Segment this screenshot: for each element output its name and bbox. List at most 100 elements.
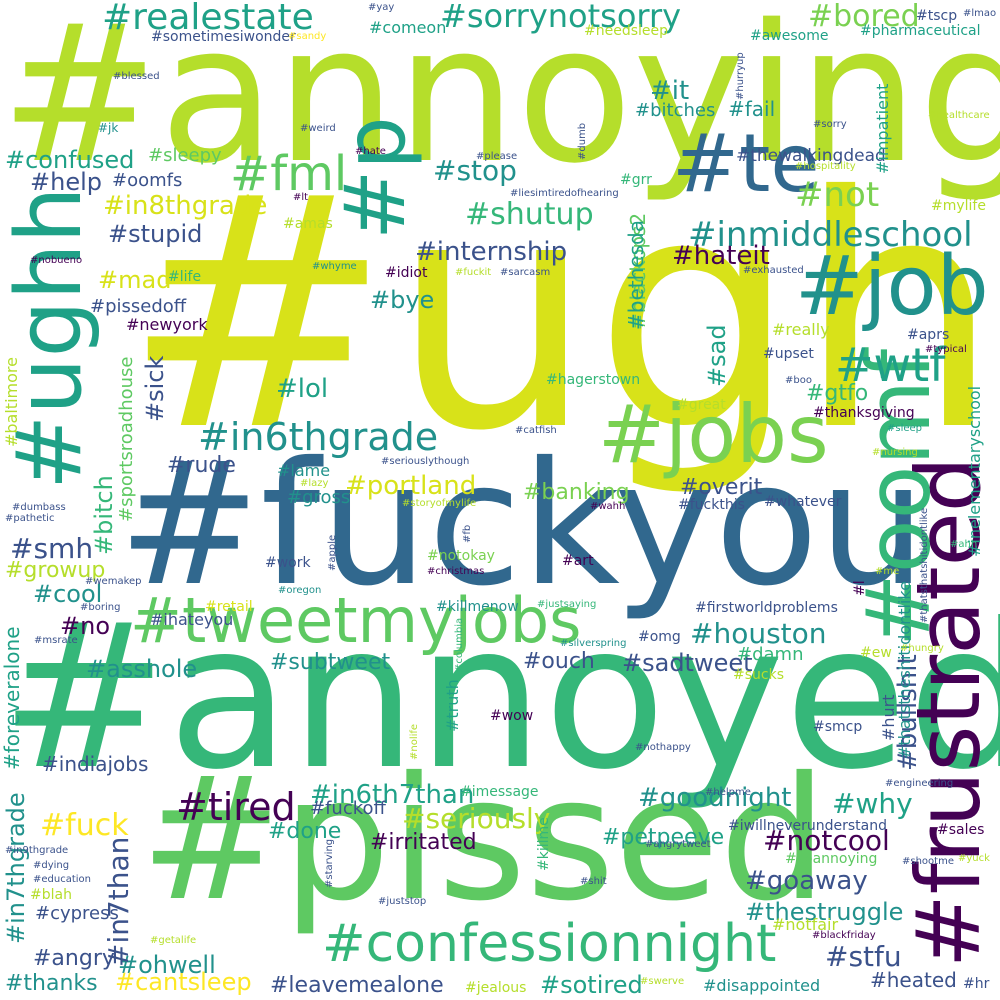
hashtag-petpeeve: #petpeeve <box>602 825 725 850</box>
hashtag-help: #help <box>30 168 102 196</box>
hashtag-jk: #jk <box>98 121 119 135</box>
hashtag-goodnight: #goodnight <box>638 783 792 813</box>
hashtag-internship: #internship <box>415 237 568 267</box>
hashtag-fuckoff: #fuckoff <box>310 798 386 819</box>
hashtag-thatsthatshitidontlike: #thatsthatshitidontlike <box>919 507 930 623</box>
hashtag-hr: #hr <box>963 976 990 992</box>
hashtag-imessage: #imessage <box>460 784 539 800</box>
hashtag-shutup: #shutup <box>465 197 594 232</box>
hashtag-notcool: #notcool <box>763 824 890 857</box>
hashtag-confessionnight: #confessionnight <box>322 914 777 974</box>
hashtag-pharmaceutical: #pharmaceutical <box>860 23 981 39</box>
hashtag-no: #no <box>60 612 111 640</box>
hashtag-smh: #smh <box>10 532 94 565</box>
hashtag-blackfriday: #blackfriday <box>812 930 876 941</box>
hashtag-subtweet: #subtweet <box>270 650 391 675</box>
hashtag-fuckit: #fuckit <box>455 267 492 278</box>
hashtag-engineering: #engineering <box>885 778 954 789</box>
hashtag-sad: #sad <box>703 324 731 387</box>
hashtag-mylife: #mylife <box>931 198 986 214</box>
hashtag-thatstheshitidontlike: #thatstheshitidontlike <box>895 581 914 759</box>
hashtag-sorry: #sorry <box>813 119 847 130</box>
hashtag-tweetmyjobs: #tweetmyjobs <box>130 584 582 657</box>
hashtag-nolife: #nolife <box>409 723 420 760</box>
hashtag-nothappy: #nothappy <box>635 742 691 753</box>
hashtag-cantsleep: #cantsleep <box>115 968 252 996</box>
hashtag-annoyed: #annoyed <box>0 581 1000 814</box>
hashtag-please: #please <box>476 151 518 162</box>
hashtag-thanksgiving: #thanksgiving <box>813 405 915 421</box>
hashtag-sarcasm: #sarcasm <box>500 267 551 278</box>
hashtag-hate: #hate <box>355 146 386 157</box>
hashtag-stupid: #stupid <box>108 220 203 248</box>
hashtag-bored: #bored <box>808 0 920 34</box>
hashtag-realestate: #realestate <box>102 0 314 38</box>
hashtag-yay: #yay <box>368 2 395 13</box>
hashtag-in6th7than: #in6th7than <box>310 780 475 810</box>
hashtag-sick: #sick <box>141 355 169 422</box>
hashtag-msrate: #msrate <box>34 635 78 646</box>
hashtag-ihateyou: #ihateyou <box>150 610 234 629</box>
hashtag-grr: #grr <box>620 172 652 188</box>
hashtag-jobs: #jobs <box>598 388 829 481</box>
hashtag-dying: #dying <box>33 860 70 871</box>
hashtag-ew: #ew <box>860 645 892 661</box>
hashtag-apple: #apple <box>327 534 338 571</box>
hashtag-lol: #lol <box>276 374 329 404</box>
hashtag-dumbass: #dumbass <box>12 502 66 513</box>
hashtag-smcp: #smcp <box>813 719 863 735</box>
hashtag-juststop: #juststop <box>378 896 427 907</box>
hashtag-bye: #bye <box>370 286 435 314</box>
hashtag-thanks: #thanks <box>5 971 98 996</box>
hashtag-work: #work <box>265 555 311 571</box>
hashtag-oomfs: #oomfs <box>112 170 183 191</box>
hashtag-mad: #mad <box>98 266 172 294</box>
hashtag-sportsroadhouse: #sportsroadhouse <box>116 356 137 523</box>
hashtag-comeon: #comeon <box>369 18 447 37</box>
hashtag-thewalkingdead: #thewalkingdead <box>736 146 886 166</box>
hashtag-sadtweet: #sadtweet <box>622 649 753 677</box>
hashtag-done: #done <box>268 819 342 844</box>
hashtag-me: #me <box>875 566 900 577</box>
hashtag-bitches: #bitches <box>635 100 716 121</box>
hashtag-upset: #upset <box>763 346 814 362</box>
hashtag-hospitality: #hospitality <box>795 161 856 172</box>
hashtag-oregon: #oregon <box>278 585 322 596</box>
hashtag-seriouslythough: #seriouslythough <box>381 456 470 467</box>
hashtag-bitch: #bitch <box>90 475 118 555</box>
hashtag-firstworldproblems: #firstworldproblems <box>695 600 838 616</box>
hashtag-inelementaryschool: #inelementaryschool <box>965 385 984 557</box>
hashtag-stop: #stop <box>433 154 517 187</box>
hashtag-growup: #growup <box>5 558 106 583</box>
hashtag-job: #job <box>795 239 989 334</box>
hashtag-lazy: #lazy <box>300 478 329 489</box>
hashtag-fuckyou: #fuckyou <box>118 426 927 624</box>
hashtag-amas: #amas <box>283 216 333 232</box>
hashtag-sorrynotsorry: #sorrynotsorry <box>440 0 682 35</box>
hashtag-omg: #omg <box>638 629 681 645</box>
hashtag-helpme: #helpme <box>705 787 751 798</box>
hashtag-fuckthis: #fuckthis <box>678 497 745 513</box>
hashtag-thestruggle: #thestruggle <box>745 898 904 926</box>
hashtag-stfu: #stfu <box>825 940 902 973</box>
hashtag-hungry: #hungry <box>900 643 944 654</box>
hashtag-ugh: #ugh <box>123 129 1000 501</box>
hashtag-wtf: #wtf <box>835 338 946 392</box>
hashtag-killmenow: #killmenow <box>436 599 519 615</box>
hashtag-newyork: #newyork <box>126 315 208 334</box>
hashtag-heated: #heated <box>870 968 957 992</box>
hashtag-inmiddleschool: #inmiddleschool <box>688 215 973 255</box>
hashtag-pathetic: #pathetic <box>5 513 55 524</box>
hashtag-indiajobs: #indiajobs <box>42 752 149 776</box>
hashtag-lmao: #lmao <box>963 8 997 19</box>
hashtag-pissedoff: #pissedoff <box>90 296 187 317</box>
hashtag-blessed: #blessed <box>113 71 160 82</box>
hashtag-catfish: #catfish <box>515 425 557 436</box>
hashtag-foreveralone: #foreveralone <box>0 626 24 770</box>
hashtag-ouch: #ouch <box>523 649 595 674</box>
hashtag-fml: #fml <box>230 146 348 202</box>
hashtag-starving: #starving <box>324 838 335 888</box>
hashtag-rude: #rude <box>167 453 236 478</box>
hashtag-ahh: #ahh <box>950 539 978 550</box>
hashtag-sales: #sales <box>937 822 985 838</box>
